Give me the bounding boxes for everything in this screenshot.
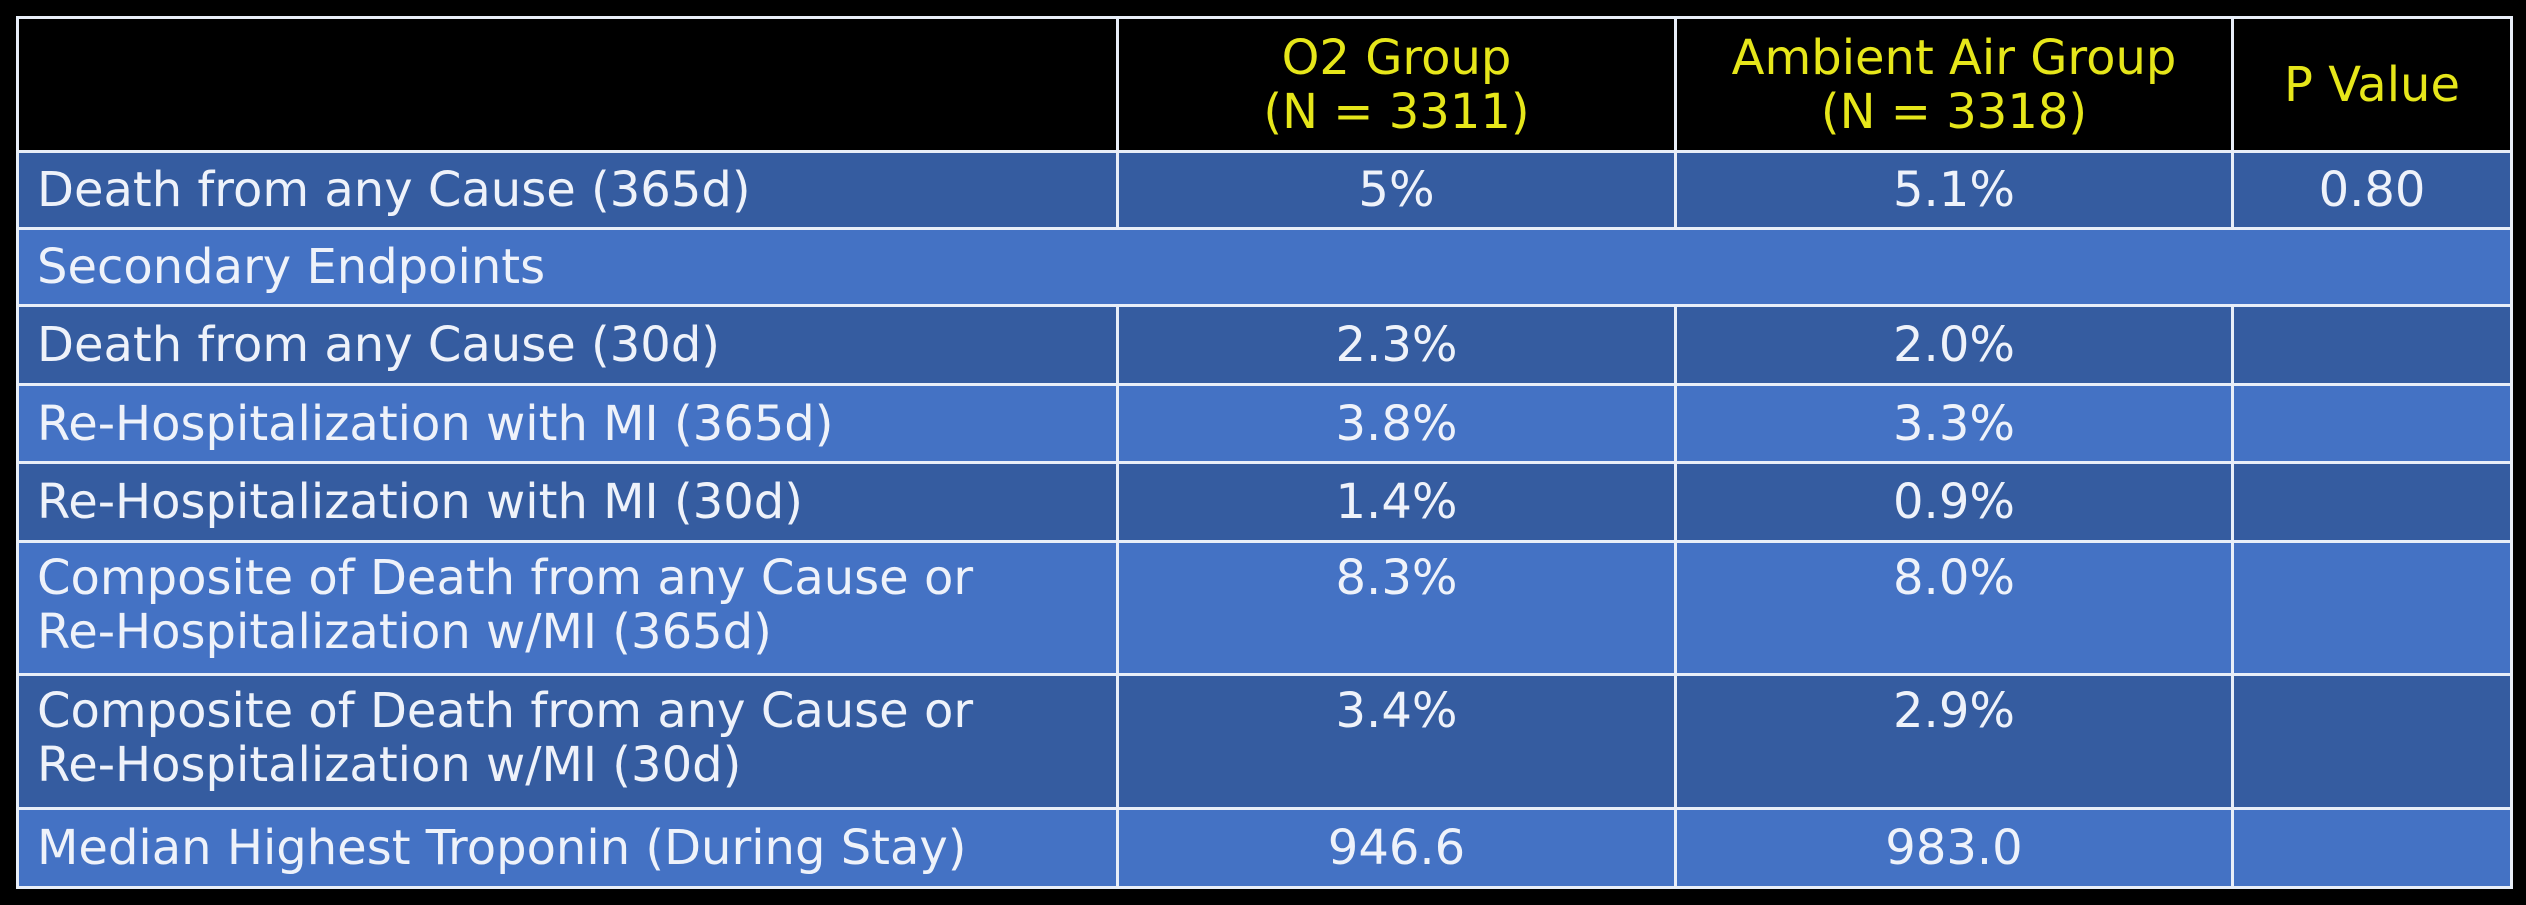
header-row: O2 Group (N = 3311) Ambient Air Group (N = … xyxy=(16,16,2513,153)
header-cell: O2 Group (N = 3311) xyxy=(1116,16,1677,153)
table-row: Death from any Cause (365d) 5% 5.1% 0.80 xyxy=(16,150,2513,230)
value-cell: 5.1% xyxy=(1674,150,2234,230)
table-row: Composite of Death from any Cause or Re-H… xyxy=(16,673,2513,810)
header-text: (N = 3318) xyxy=(1820,83,2088,140)
value-cell xyxy=(2231,540,2513,676)
label-text: Composite of Death from any Cause or xyxy=(37,683,974,739)
table-body: O2 Group (N = 3311) Ambient Air Group (N = … xyxy=(16,16,2513,889)
row-label: Re-Hospitalization with MI (30d) xyxy=(16,461,1119,543)
label-text: Re-Hospitalization w/MI (30d) xyxy=(37,737,742,793)
value-cell xyxy=(2231,673,2513,810)
section-heading: Secondary Endpoints xyxy=(16,227,2513,307)
value-cell xyxy=(2231,304,2513,386)
row-label: Re-Hospitalization with MI (365d) xyxy=(16,383,1119,464)
label-text: Re-Hospitalization w/MI (365d) xyxy=(37,604,772,660)
table-row: Composite of Death from any Cause or Re-H… xyxy=(16,540,2513,676)
header-text: P Value xyxy=(2283,56,2460,113)
value-cell: 983.0 xyxy=(1674,807,2234,889)
results-table: O2 Group (N = 3311) Ambient Air Group (N = … xyxy=(16,16,2513,889)
value-cell: 3.8% xyxy=(1116,383,1677,464)
label-text: Death from any Cause (30d) xyxy=(37,317,721,373)
table-row: Re-Hospitalization with MI (365d) 3.8% 3.3… xyxy=(16,383,2513,464)
table-row: Re-Hospitalization with MI (30d) 1.4% 0.9% xyxy=(16,461,2513,543)
value-cell: 0.80 xyxy=(2231,150,2513,230)
header-text: Ambient Air Group xyxy=(1731,29,2177,86)
table-row: Median Highest Troponin (During Stay) 946… xyxy=(16,807,2513,889)
header-cell: Ambient Air Group (N = 3318) xyxy=(1674,16,2234,153)
value-cell: 2.3% xyxy=(1116,304,1677,386)
value-cell: 2.9% xyxy=(1674,673,2234,810)
value-cell: 3.4% xyxy=(1116,673,1677,810)
header-cell xyxy=(16,16,1119,153)
table-row: Secondary Endpoints xyxy=(16,227,2513,307)
value-cell: 1.4% xyxy=(1116,461,1677,543)
value-cell: 0.9% xyxy=(1674,461,2234,543)
value-cell: 2.0% xyxy=(1674,304,2234,386)
label-text: Composite of Death from any Cause or xyxy=(37,550,974,606)
value-cell xyxy=(2231,383,2513,464)
label-text: Re-Hospitalization with MI (365d) xyxy=(37,395,834,452)
value-cell xyxy=(2231,807,2513,889)
value-cell: 946.6 xyxy=(1116,807,1677,889)
header-cell: P Value xyxy=(2231,16,2513,153)
row-label: Death from any Cause (30d) xyxy=(16,304,1119,386)
value-cell: 3.3% xyxy=(1674,383,2234,464)
header-text: O2 Group xyxy=(1281,29,1512,86)
row-label: Median Highest Troponin (During Stay) xyxy=(16,807,1119,889)
label-text: Median Highest Troponin (During Stay) xyxy=(37,820,967,876)
header-text: (N = 3311) xyxy=(1263,83,1530,140)
row-label: Composite of Death from any Cause or Re-H… xyxy=(16,673,1119,810)
value-cell: 5% xyxy=(1116,150,1677,230)
table-row: Death from any Cause (30d) 2.3% 2.0% xyxy=(16,304,2513,386)
value-cell: 8.0% xyxy=(1674,540,2234,676)
row-label: Composite of Death from any Cause or Re-H… xyxy=(16,540,1119,676)
value-cell xyxy=(2231,461,2513,543)
row-label: Death from any Cause (365d) xyxy=(16,150,1119,230)
value-cell: 8.3% xyxy=(1116,540,1677,676)
label-text: Death from any Cause (365d) xyxy=(37,162,751,218)
label-text: Re-Hospitalization with MI (30d) xyxy=(37,474,803,530)
